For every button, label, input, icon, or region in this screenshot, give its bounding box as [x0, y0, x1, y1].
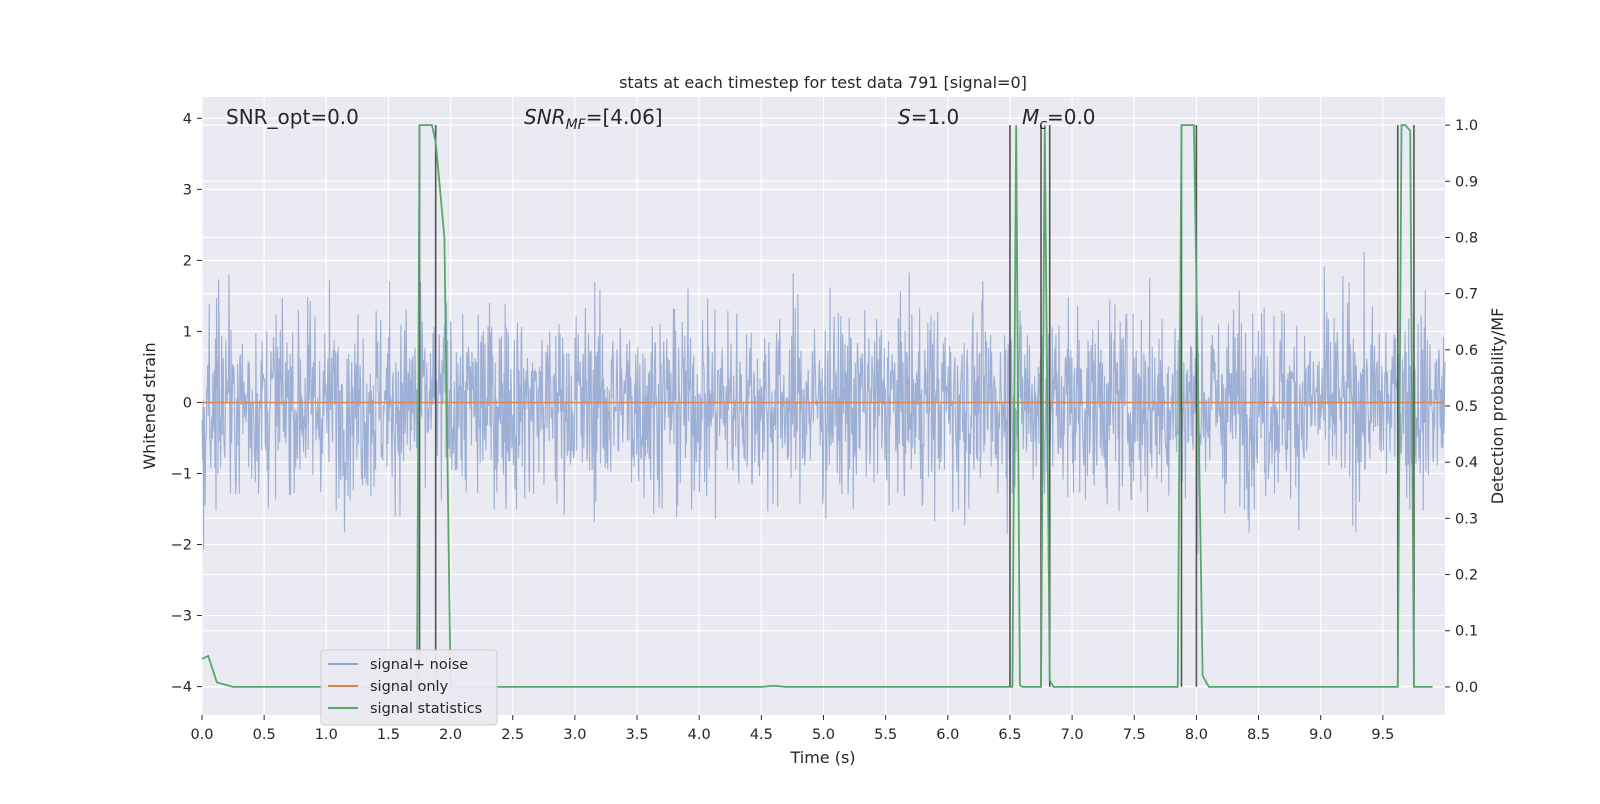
y-left-tick-label: −4 — [171, 680, 192, 696]
y-right-tick-label: 0.7 — [1455, 287, 1478, 303]
y-left-axis-label: Whitened strain — [140, 342, 159, 469]
y-left-tick-label: 0 — [183, 395, 192, 411]
x-tick-label: 0.0 — [190, 727, 213, 743]
x-tick-label: 6.0 — [936, 727, 959, 743]
x-tick-label: 5.0 — [812, 727, 835, 743]
annotation-mc: Mc=0.0 — [1022, 105, 1096, 133]
y-right-tick-label: 0.6 — [1455, 343, 1478, 359]
y-right-tick-label: 0.9 — [1455, 174, 1478, 190]
y-left-tick-label: 3 — [183, 182, 192, 198]
x-tick-label: 7.5 — [1123, 727, 1146, 743]
y-left-tick-label: −2 — [171, 538, 192, 554]
noise-trace — [201, 251, 1446, 554]
x-tick-label: 2.0 — [439, 727, 462, 743]
legend-label-noise: signal+ noise — [370, 657, 468, 673]
x-tick-label: 5.5 — [874, 727, 897, 743]
y-right-axis-label: Detection probability/MF — [1488, 308, 1507, 505]
x-tick-label: 8.0 — [1185, 727, 1208, 743]
y-left-tick-label: 4 — [183, 111, 192, 127]
legend-label-stats: signal statistics — [370, 701, 482, 717]
y-left-tick-label: −1 — [171, 466, 192, 482]
x-tick-label: 2.5 — [501, 727, 524, 743]
legend: signal+ noise signal only signal statist… — [320, 649, 498, 726]
x-tick-label: 6.5 — [998, 727, 1021, 743]
signal-statistics-line — [201, 124, 1433, 688]
x-tick-label: 7.0 — [1061, 727, 1084, 743]
y-left-tick-label: −3 — [171, 609, 192, 625]
y-right-tick-label: 0.4 — [1455, 455, 1478, 471]
y-right-tick-label: 0.2 — [1455, 568, 1478, 584]
x-tick-label: 8.5 — [1247, 727, 1270, 743]
y-right-axis-ticks: 0.0 0.1 0.2 0.3 0.4 0.5 0.6 0.7 0.8 0.9 1.0 — [1445, 118, 1478, 696]
x-tick-label: 3.0 — [563, 727, 586, 743]
y-right-tick-label: 0.3 — [1455, 511, 1478, 527]
y-right-tick-label: 1.0 — [1455, 118, 1478, 134]
x-tick-label: 1.0 — [315, 727, 338, 743]
legend-box — [320, 649, 498, 726]
legend-label-signal: signal only — [370, 679, 449, 695]
y-left-axis-ticks: −4 −3 −2 −1 0 1 2 3 4 — [171, 111, 202, 696]
x-tick-label: 3.5 — [626, 727, 649, 743]
x-tick-label: 9.5 — [1371, 727, 1394, 743]
y-left-tick-label: 2 — [183, 253, 192, 269]
x-axis-ticks: 0.0 0.5 1.0 1.5 2.0 2.5 3.0 3.5 4.0 4.5 5.0 5.5 6.0 6… — [190, 715, 1394, 743]
annotation-snr-mf: SNRMF=[4.06] — [524, 105, 663, 133]
annotation-s: S=1.0 — [898, 105, 959, 129]
y-right-tick-label: 0.1 — [1455, 624, 1478, 640]
annotation-snr-opt: SNR_opt=0.0 — [226, 105, 359, 129]
series-signal-noise — [201, 251, 1446, 554]
y-right-tick-label: 0.0 — [1455, 680, 1478, 696]
x-axis-label: Time (s) — [789, 748, 855, 767]
y-right-tick-label: 0.8 — [1455, 230, 1478, 246]
x-tick-label: 0.5 — [253, 727, 276, 743]
y-right-tick-label: 0.5 — [1455, 399, 1478, 415]
x-tick-label: 4.0 — [688, 727, 711, 743]
chart-title: stats at each timestep for test data 791… — [619, 73, 1027, 92]
x-tick-label: 9.0 — [1309, 727, 1332, 743]
x-tick-label: 4.5 — [750, 727, 773, 743]
y-left-tick-label: 1 — [183, 324, 192, 340]
x-tick-label: 1.5 — [377, 727, 400, 743]
series-signal-statistics — [201, 124, 1433, 688]
